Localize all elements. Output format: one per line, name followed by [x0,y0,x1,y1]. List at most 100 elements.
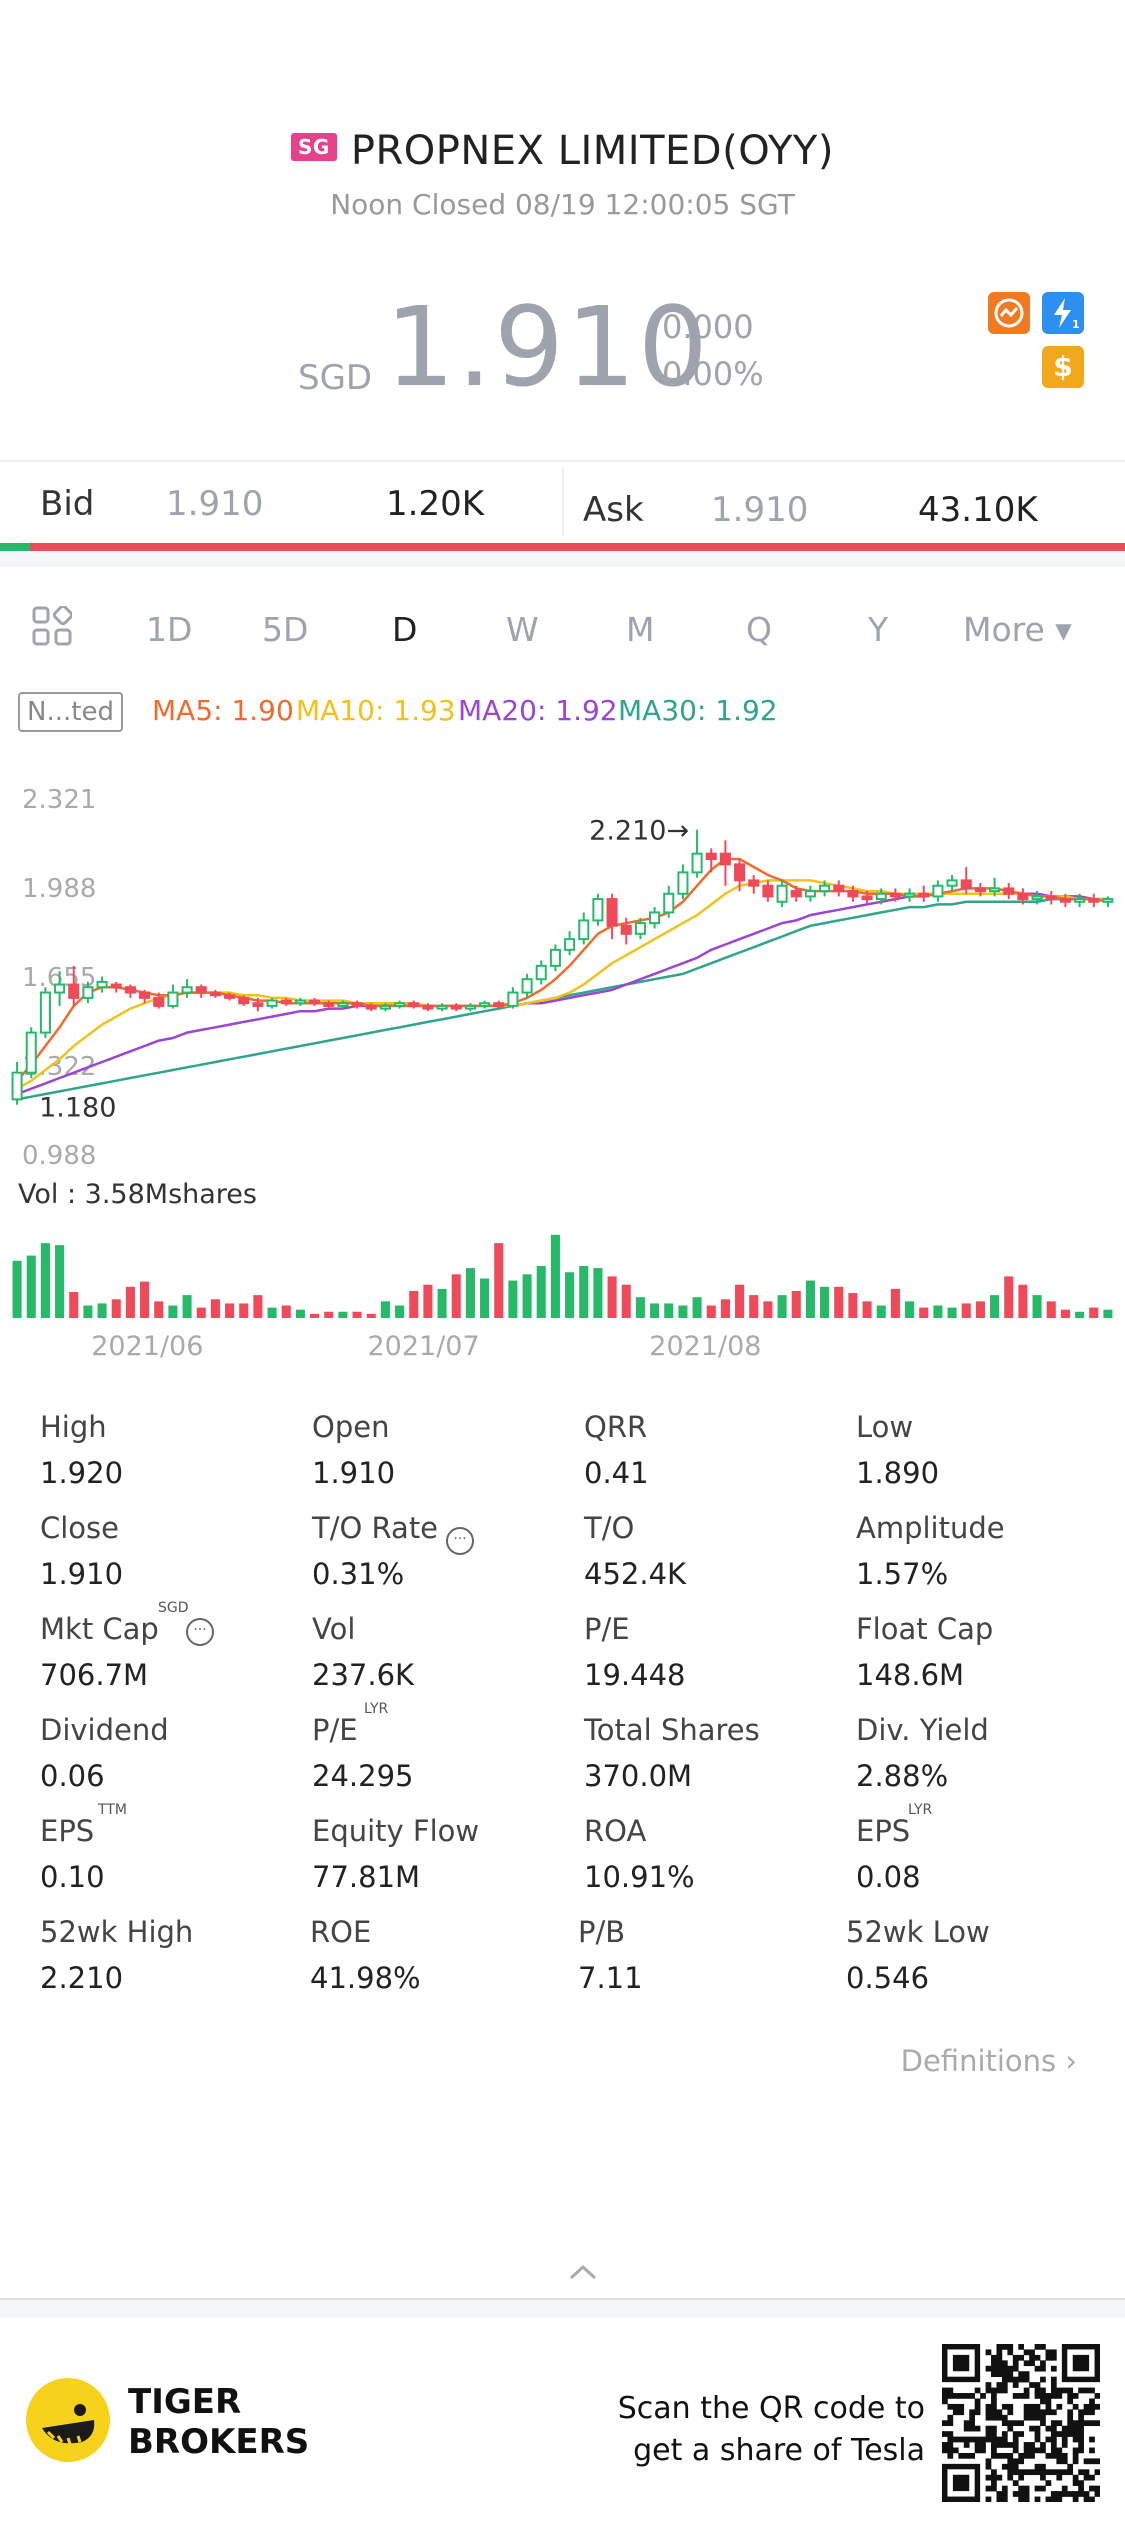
candle [1102,898,1114,903]
qr-module [1023,2360,1030,2367]
price-chart[interactable]: 2.3211.9881.6551.3220.9882.210→1.180Vol … [0,770,1125,1370]
qr-module [1023,2409,1030,2416]
swap-icon[interactable] [988,292,1030,334]
volume-bar [635,1297,645,1318]
qr-module [996,2452,1003,2459]
qr-module [1089,2458,1095,2465]
qr-module [985,2436,992,2443]
footer-gap [0,2300,1125,2318]
qr-module [1050,2420,1057,2427]
qr-module [1045,2452,1052,2459]
qr-module [1050,2496,1057,2502]
stat-value: 2.210 [40,1961,124,1995]
qr-module [974,2403,981,2410]
qr-module [974,2387,981,2394]
price-change-pct: 0.00% [662,355,764,393]
qr-module [1029,2452,1035,2459]
tab-more[interactable]: More ▾ [963,610,1072,649]
qr-module [1050,2442,1057,2448]
candle [408,1002,420,1007]
volume-bar [210,1299,220,1318]
chevron-up-icon[interactable] [568,2250,598,2291]
qr-module [1083,2491,1090,2497]
candle [918,892,930,898]
qr-module [947,2387,954,2394]
qr-module [1029,2403,1035,2410]
price-change: 0.000 [662,308,754,346]
candle [294,999,306,1005]
qr-module [996,2387,1003,2394]
layout-grid-icon[interactable] [32,604,74,650]
qr-module [963,2393,970,2399]
qr-module [1018,2420,1025,2427]
qr-module [1001,2344,1008,2350]
candle [181,986,193,994]
ma20-legend: MA20: 1.92 [458,694,618,727]
qr-module [1018,2431,1025,2437]
info-icon[interactable]: ··· [446,1527,474,1555]
bid-size: 1.20K [386,484,484,524]
x-tick-label: 2021/07 [368,1331,480,1362]
candle [1088,898,1100,903]
qr-module [974,2436,981,2443]
bid-label: Bid [40,484,95,524]
candle [238,996,250,1005]
volume-bar [579,1266,589,1318]
stock-title: PROPNEX LIMITED(OYY) [350,128,834,174]
qr-module [1045,2469,1052,2476]
candle [309,999,321,1005]
qr-module [1078,2425,1084,2432]
qr-module [980,2436,986,2443]
candle [549,948,561,967]
qr-module [980,2393,986,2399]
qr-module [1001,2414,1008,2421]
brand-line1: TIGER [128,2382,242,2422]
volume-bar [324,1311,334,1318]
tab-y[interactable]: Y [868,610,889,649]
qr-module [1007,2452,1014,2459]
dollar-icon[interactable]: $ [1042,346,1084,388]
qr-module [1050,2491,1057,2497]
stat-label: Equity Flow [312,1814,480,1848]
tab-d[interactable]: D [392,610,418,649]
stat-label: P/E [584,1612,630,1646]
tab-1d[interactable]: 1D [146,610,193,649]
qr-module [1029,2382,1035,2388]
qr-module [1078,2420,1084,2427]
tab-5d[interactable]: 5D [262,610,309,649]
indicator-selector[interactable]: N...ted [18,692,123,732]
qr-module [974,2447,981,2454]
qr-module [1067,2425,1074,2432]
tab-q[interactable]: Q [746,610,772,649]
volume-bar [182,1295,192,1318]
ask-price: 1.910 [711,490,809,530]
candle [464,1004,476,1010]
qr-module [952,2436,959,2443]
candle [790,890,802,898]
qr-module [996,2442,1003,2448]
qr-module [1018,2376,1025,2383]
x-tick-label: 2021/06 [91,1331,203,1362]
ma10-line [16,879,1108,1090]
qr-module [1072,2393,1079,2399]
candle [861,895,873,901]
qr-module [1012,2382,1019,2388]
tab-m[interactable]: M [626,610,655,649]
qr-code-icon[interactable] [942,2344,1100,2502]
stat-value: 10.91% [584,1860,695,1894]
tab-w[interactable]: W [506,610,539,649]
qr-module [1050,2365,1057,2372]
qr-module [1056,2447,1063,2454]
stat-value: 237.6K [312,1658,415,1692]
qr-module [963,2436,970,2443]
lightning-icon[interactable]: 1 [1042,292,1084,334]
qr-module [1007,2349,1014,2356]
qr-finder [952,2474,970,2492]
qr-module [1089,2496,1095,2502]
qr-module [1034,2425,1041,2432]
stat-superscript: LYR [364,1701,389,1717]
info-icon[interactable]: ··· [186,1618,214,1646]
definitions-link[interactable]: Definitions › [901,2044,1077,2078]
qr-module [985,2365,992,2372]
stat-value: 1.910 [312,1456,396,1490]
